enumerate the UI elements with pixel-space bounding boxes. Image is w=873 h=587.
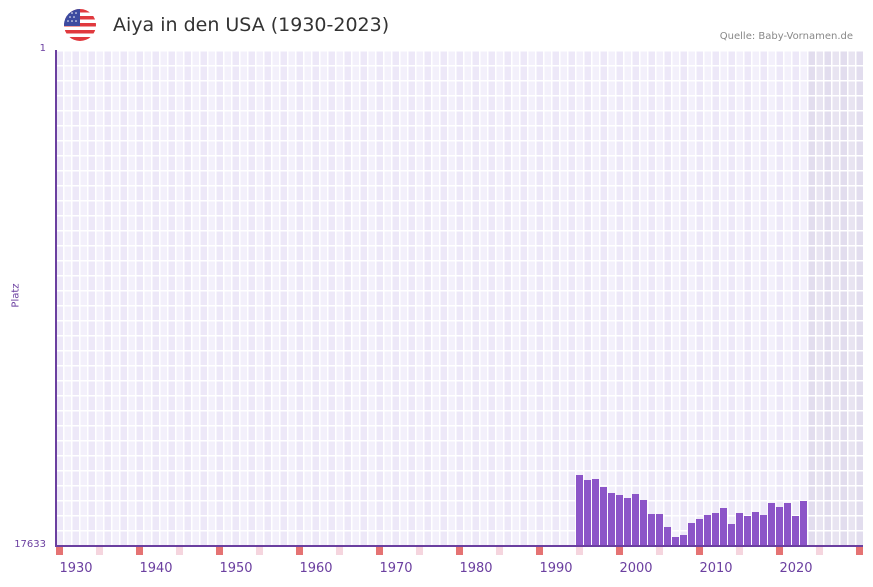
y-tick-bottom: 17633 (14, 539, 46, 550)
year-marker (176, 546, 183, 555)
year-marker (136, 546, 143, 555)
bar-1994[interactable] (584, 480, 591, 545)
bar-2015[interactable] (752, 512, 759, 545)
year-marker (856, 546, 863, 555)
x-tick-label: 1960 (299, 561, 333, 576)
bar-2019[interactable] (784, 503, 791, 545)
year-marker (616, 546, 623, 555)
year-marker (96, 546, 103, 555)
year-marker (336, 546, 343, 555)
year-marker (216, 546, 223, 555)
bar-2017[interactable] (768, 503, 775, 545)
year-marker (296, 546, 303, 555)
plot-area (55, 50, 863, 545)
bar-2020[interactable] (792, 515, 799, 545)
bar-2021[interactable] (800, 501, 807, 545)
x-tick-label: 1990 (539, 561, 573, 576)
bar-1993[interactable] (576, 475, 583, 545)
year-marker (376, 546, 383, 555)
year-marker (576, 546, 583, 555)
bar-2004[interactable] (664, 527, 671, 545)
y-axis-label: Platz (10, 283, 22, 308)
year-marker (536, 546, 543, 555)
bar-2006[interactable] (680, 535, 687, 545)
year-marker (256, 546, 263, 555)
bar-2008[interactable] (696, 519, 703, 545)
bar-2014[interactable] (744, 515, 751, 545)
year-marker (496, 546, 503, 555)
year-marker (776, 546, 783, 555)
x-tick-label: 1950 (219, 561, 253, 576)
bar-2001[interactable] (640, 499, 647, 545)
year-marker (416, 546, 423, 555)
bar-1996[interactable] (600, 486, 607, 545)
x-tick-label: 1980 (459, 561, 493, 576)
x-tick-label: 1940 (139, 561, 173, 576)
x-axis (55, 545, 863, 547)
year-marker (56, 546, 63, 555)
bar-2016[interactable] (760, 514, 767, 545)
bar-2018[interactable] (776, 506, 783, 545)
bar-2011[interactable] (720, 507, 727, 545)
bar-1995[interactable] (592, 478, 599, 545)
grid (55, 50, 863, 545)
x-tick-label: 1970 (379, 561, 413, 576)
bar-2003[interactable] (656, 514, 663, 545)
bar-2005[interactable] (672, 536, 679, 545)
bar-2007[interactable] (688, 522, 695, 545)
bar-2009[interactable] (704, 514, 711, 545)
bar-2000[interactable] (632, 493, 639, 545)
bar-2002[interactable] (648, 514, 655, 545)
y-tick-top: 1 (39, 43, 46, 54)
bar-2013[interactable] (736, 512, 743, 545)
year-marker (816, 546, 823, 555)
bar-1999[interactable] (624, 498, 631, 545)
chart-title: Aiya in den USA (1930-2023) (113, 14, 390, 36)
x-tick-label: 1930 (59, 561, 93, 576)
x-tick-label: 2020 (779, 561, 813, 576)
bar-1997[interactable] (608, 493, 615, 545)
bar-2012[interactable] (728, 524, 735, 545)
us-flag-icon (64, 9, 96, 41)
y-axis (55, 50, 57, 546)
source-credit: Quelle: Baby-Vornamen.de (719, 31, 853, 42)
bar-1998[interactable] (616, 495, 623, 545)
year-marker (696, 546, 703, 555)
bar-2010[interactable] (712, 512, 719, 545)
x-tick-label: 2000 (619, 561, 653, 576)
year-marker (736, 546, 743, 555)
year-marker (656, 546, 663, 555)
x-tick-label: 2010 (699, 561, 733, 576)
year-marker (456, 546, 463, 555)
